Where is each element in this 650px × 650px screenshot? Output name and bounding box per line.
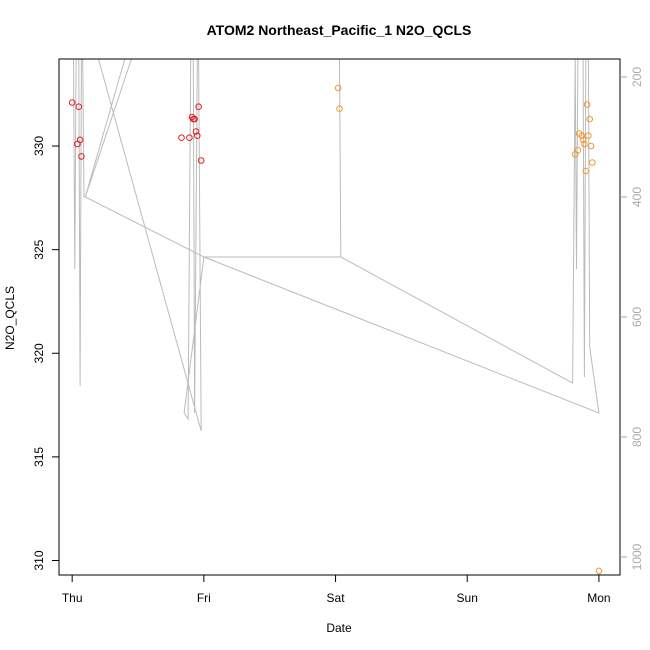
y2-tick-label: 800 — [630, 427, 644, 447]
y2-tick-label: 400 — [630, 187, 644, 207]
altitude-line-layer — [72, 58, 600, 432]
data-points-layer — [68, 84, 603, 575]
data-point — [195, 103, 202, 110]
data-point — [587, 142, 595, 150]
x-axis-label: Date — [326, 621, 352, 635]
y-tick-label: 325 — [32, 239, 46, 259]
data-point — [336, 105, 343, 112]
y-tick-label: 315 — [32, 447, 46, 467]
y-tick-label: 320 — [32, 343, 46, 363]
x-tick-label: Mon — [587, 591, 610, 605]
data-point — [197, 157, 205, 164]
data-point — [76, 136, 84, 144]
altitude-trace — [72, 58, 600, 432]
y-tick-label: 330 — [32, 136, 46, 156]
data-point — [78, 153, 85, 160]
y2-tick-label: 1000 — [630, 543, 644, 570]
y2-tick-label: 600 — [630, 307, 644, 327]
data-point — [582, 167, 590, 175]
x-tick-label: Sat — [327, 591, 346, 605]
y-axis-label: N2O_QCLS — [3, 286, 17, 350]
data-point — [589, 159, 596, 166]
y2-tick-label: 200 — [630, 67, 644, 87]
data-point — [178, 134, 185, 141]
data-point — [194, 132, 201, 139]
data-point — [579, 136, 587, 144]
data-point — [68, 99, 76, 106]
data-point — [585, 132, 592, 139]
data-point — [581, 140, 588, 148]
y-axis-left: 310 315 320 325 330 — [32, 136, 59, 571]
x-axis: Thu Fri Sat Sun Mon — [62, 574, 611, 605]
plot-frame — [58, 58, 621, 576]
data-point — [192, 128, 200, 135]
data-point — [186, 134, 193, 141]
data-point — [334, 84, 342, 92]
y-tick-label: 310 — [32, 550, 46, 570]
x-tick-label: Fri — [197, 591, 211, 605]
data-point — [586, 115, 594, 123]
data-point — [595, 567, 603, 575]
data-point — [574, 146, 582, 154]
y-axis-right: 200 400 600 800 1000 — [620, 67, 644, 570]
data-point — [75, 103, 83, 110]
chart-title: ATOM2 Northeast_Pacific_1 N2O_QCLS — [207, 22, 472, 38]
x-tick-label: Sun — [457, 591, 478, 605]
x-tick-label: Thu — [62, 591, 83, 605]
data-point — [578, 132, 586, 139]
data-point — [191, 115, 198, 123]
data-point — [583, 101, 591, 108]
